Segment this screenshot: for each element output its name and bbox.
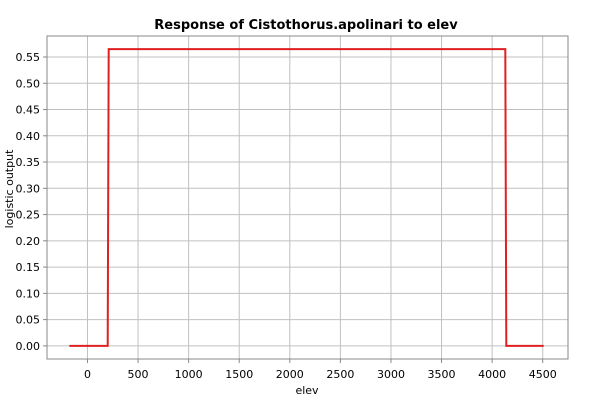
x-tick-label: 500	[128, 368, 149, 381]
x-tick-label: 3500	[428, 368, 456, 381]
x-tick-label: 2500	[326, 368, 354, 381]
y-tick-label: 0.25	[16, 209, 41, 222]
y-tick-label: 0.40	[16, 130, 41, 143]
y-tick-label: 0.50	[16, 77, 41, 90]
series-line	[69, 48, 544, 347]
grid	[47, 36, 568, 359]
y-tick-label: 0.35	[16, 156, 41, 169]
y-tick-label: 0.10	[16, 287, 41, 300]
y-tick-label: 0.05	[16, 314, 41, 327]
y-axis-label: logistic output	[3, 149, 16, 228]
axis-ticks: 0 500 1000 1500 2000 2500 3000 3500 4000 4500 0.00…	[16, 51, 557, 381]
x-tick-label: 0	[84, 368, 91, 381]
x-tick-label: 1000	[175, 368, 203, 381]
y-tick-label: 0.30	[16, 182, 41, 195]
x-tick-label: 2000	[276, 368, 304, 381]
x-axis-label: elev	[295, 384, 319, 397]
y-tick-label: 0.00	[16, 340, 41, 353]
y-tick-label: 0.45	[16, 104, 41, 117]
plot-area	[46, 35, 569, 360]
y-tick-label: 0.15	[16, 261, 41, 274]
x-tick-label: 3000	[377, 368, 405, 381]
x-tick-label: 4000	[478, 368, 506, 381]
x-tick-label: 1500	[225, 368, 253, 381]
x-tick-label: 4500	[529, 368, 557, 381]
y-tick-label: 0.55	[16, 51, 41, 64]
chart-title: Response of Cistothorus.apolinari to ele…	[154, 18, 458, 33]
series	[69, 48, 544, 347]
y-tick-label: 0.20	[16, 235, 41, 248]
